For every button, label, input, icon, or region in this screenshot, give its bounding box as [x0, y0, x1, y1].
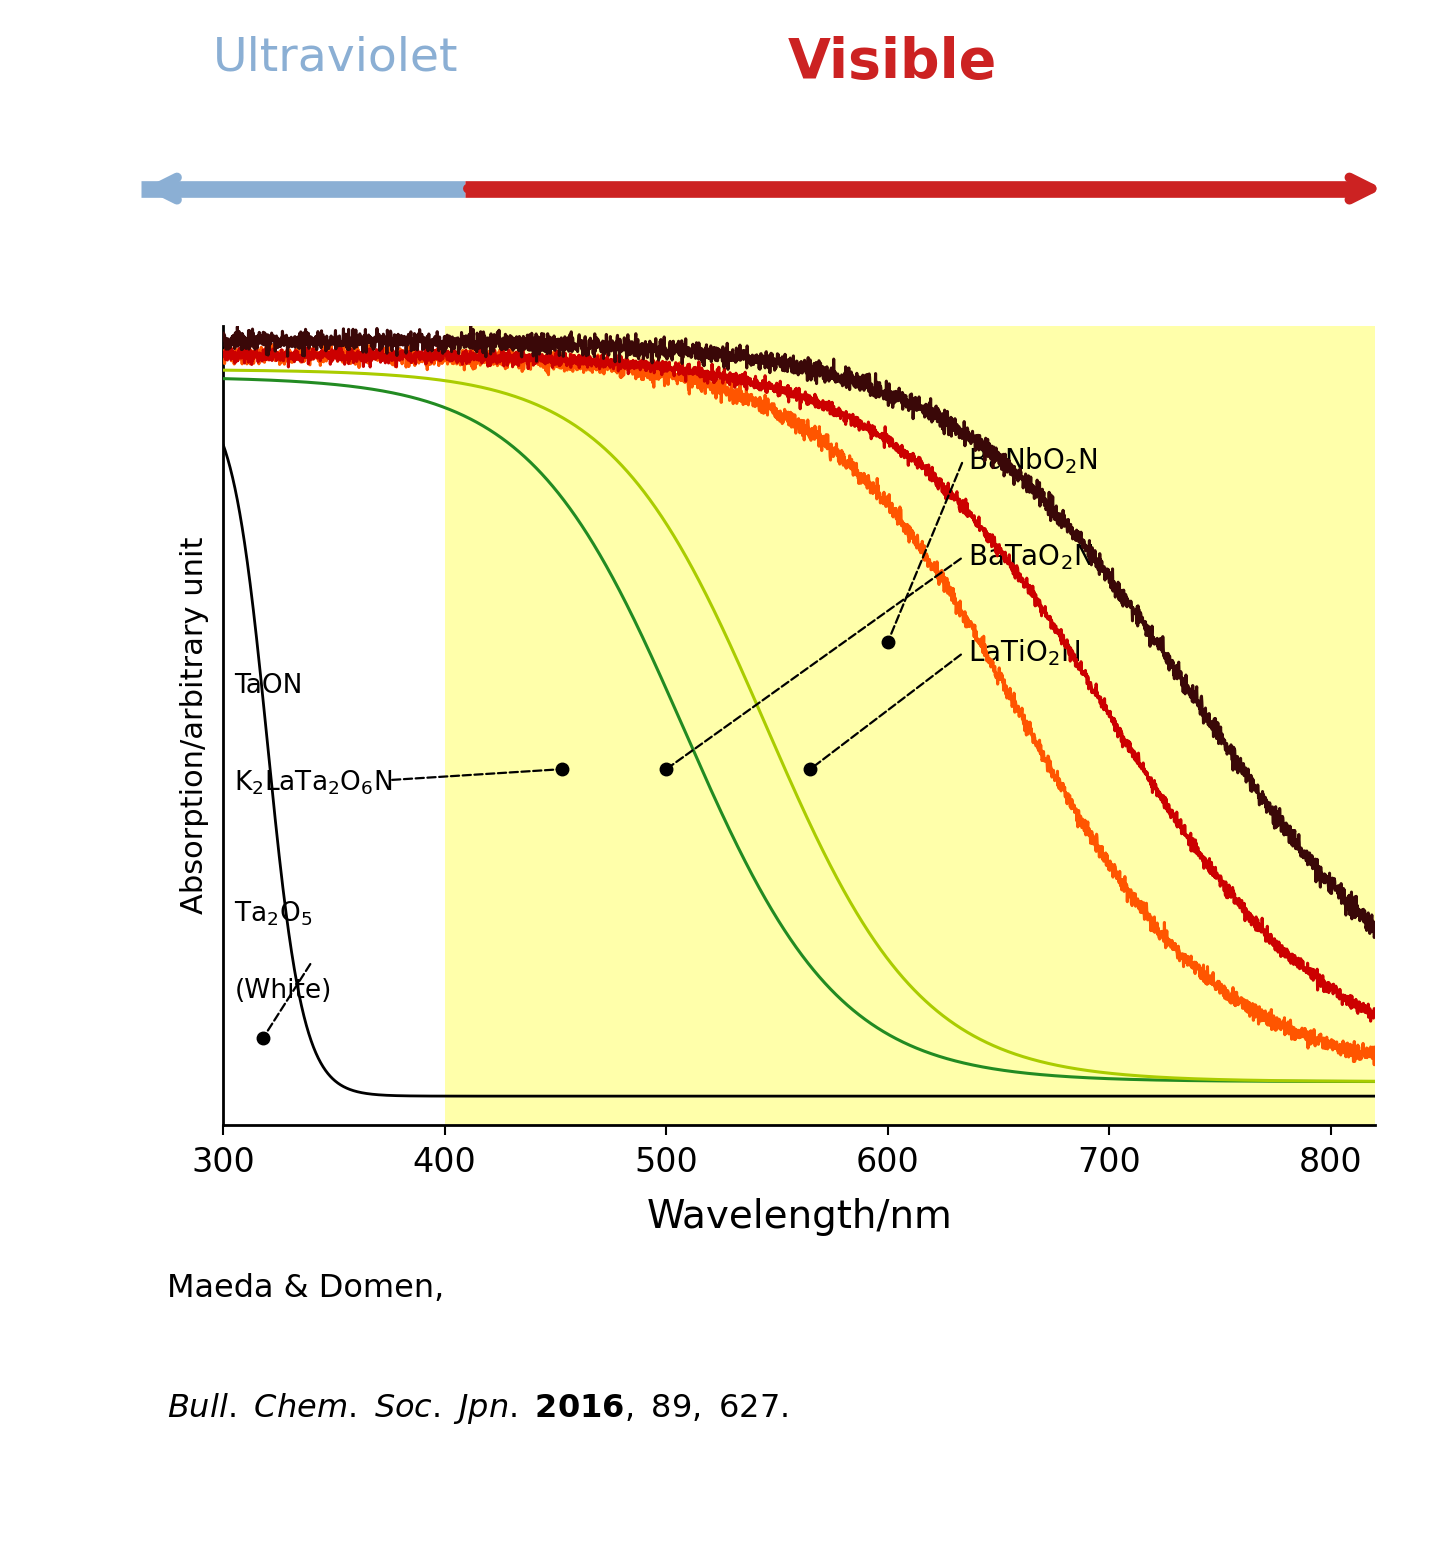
Text: BaTaO$_2$N: BaTaO$_2$N [968, 542, 1093, 571]
Text: Maeda & Domen,: Maeda & Domen, [167, 1273, 445, 1304]
Text: K$_2$LaTa$_2$O$_6$N: K$_2$LaTa$_2$O$_6$N [235, 768, 393, 798]
Text: Ta$_2$O$_5$: Ta$_2$O$_5$ [235, 900, 312, 928]
Text: $\it{Bull.\ Chem.\ Soc.\ Jpn.}$ $\mathbf{2016}$$\it{,\ 89,\ 627.}$: $\it{Bull.\ Chem.\ Soc.\ Jpn.}$ $\mathbf… [167, 1391, 788, 1426]
Text: Visible: Visible [788, 36, 998, 90]
Text: TaON: TaON [235, 674, 302, 698]
Text: LaTiO$_2$N: LaTiO$_2$N [968, 638, 1080, 669]
Text: (White): (White) [235, 978, 331, 1004]
Text: Ultraviolet: Ultraviolet [213, 36, 458, 81]
Text: BaNbO$_2$N: BaNbO$_2$N [968, 445, 1097, 476]
X-axis label: Wavelength/nm: Wavelength/nm [647, 1198, 952, 1237]
Y-axis label: Absorption/arbitrary unit: Absorption/arbitrary unit [180, 537, 209, 914]
